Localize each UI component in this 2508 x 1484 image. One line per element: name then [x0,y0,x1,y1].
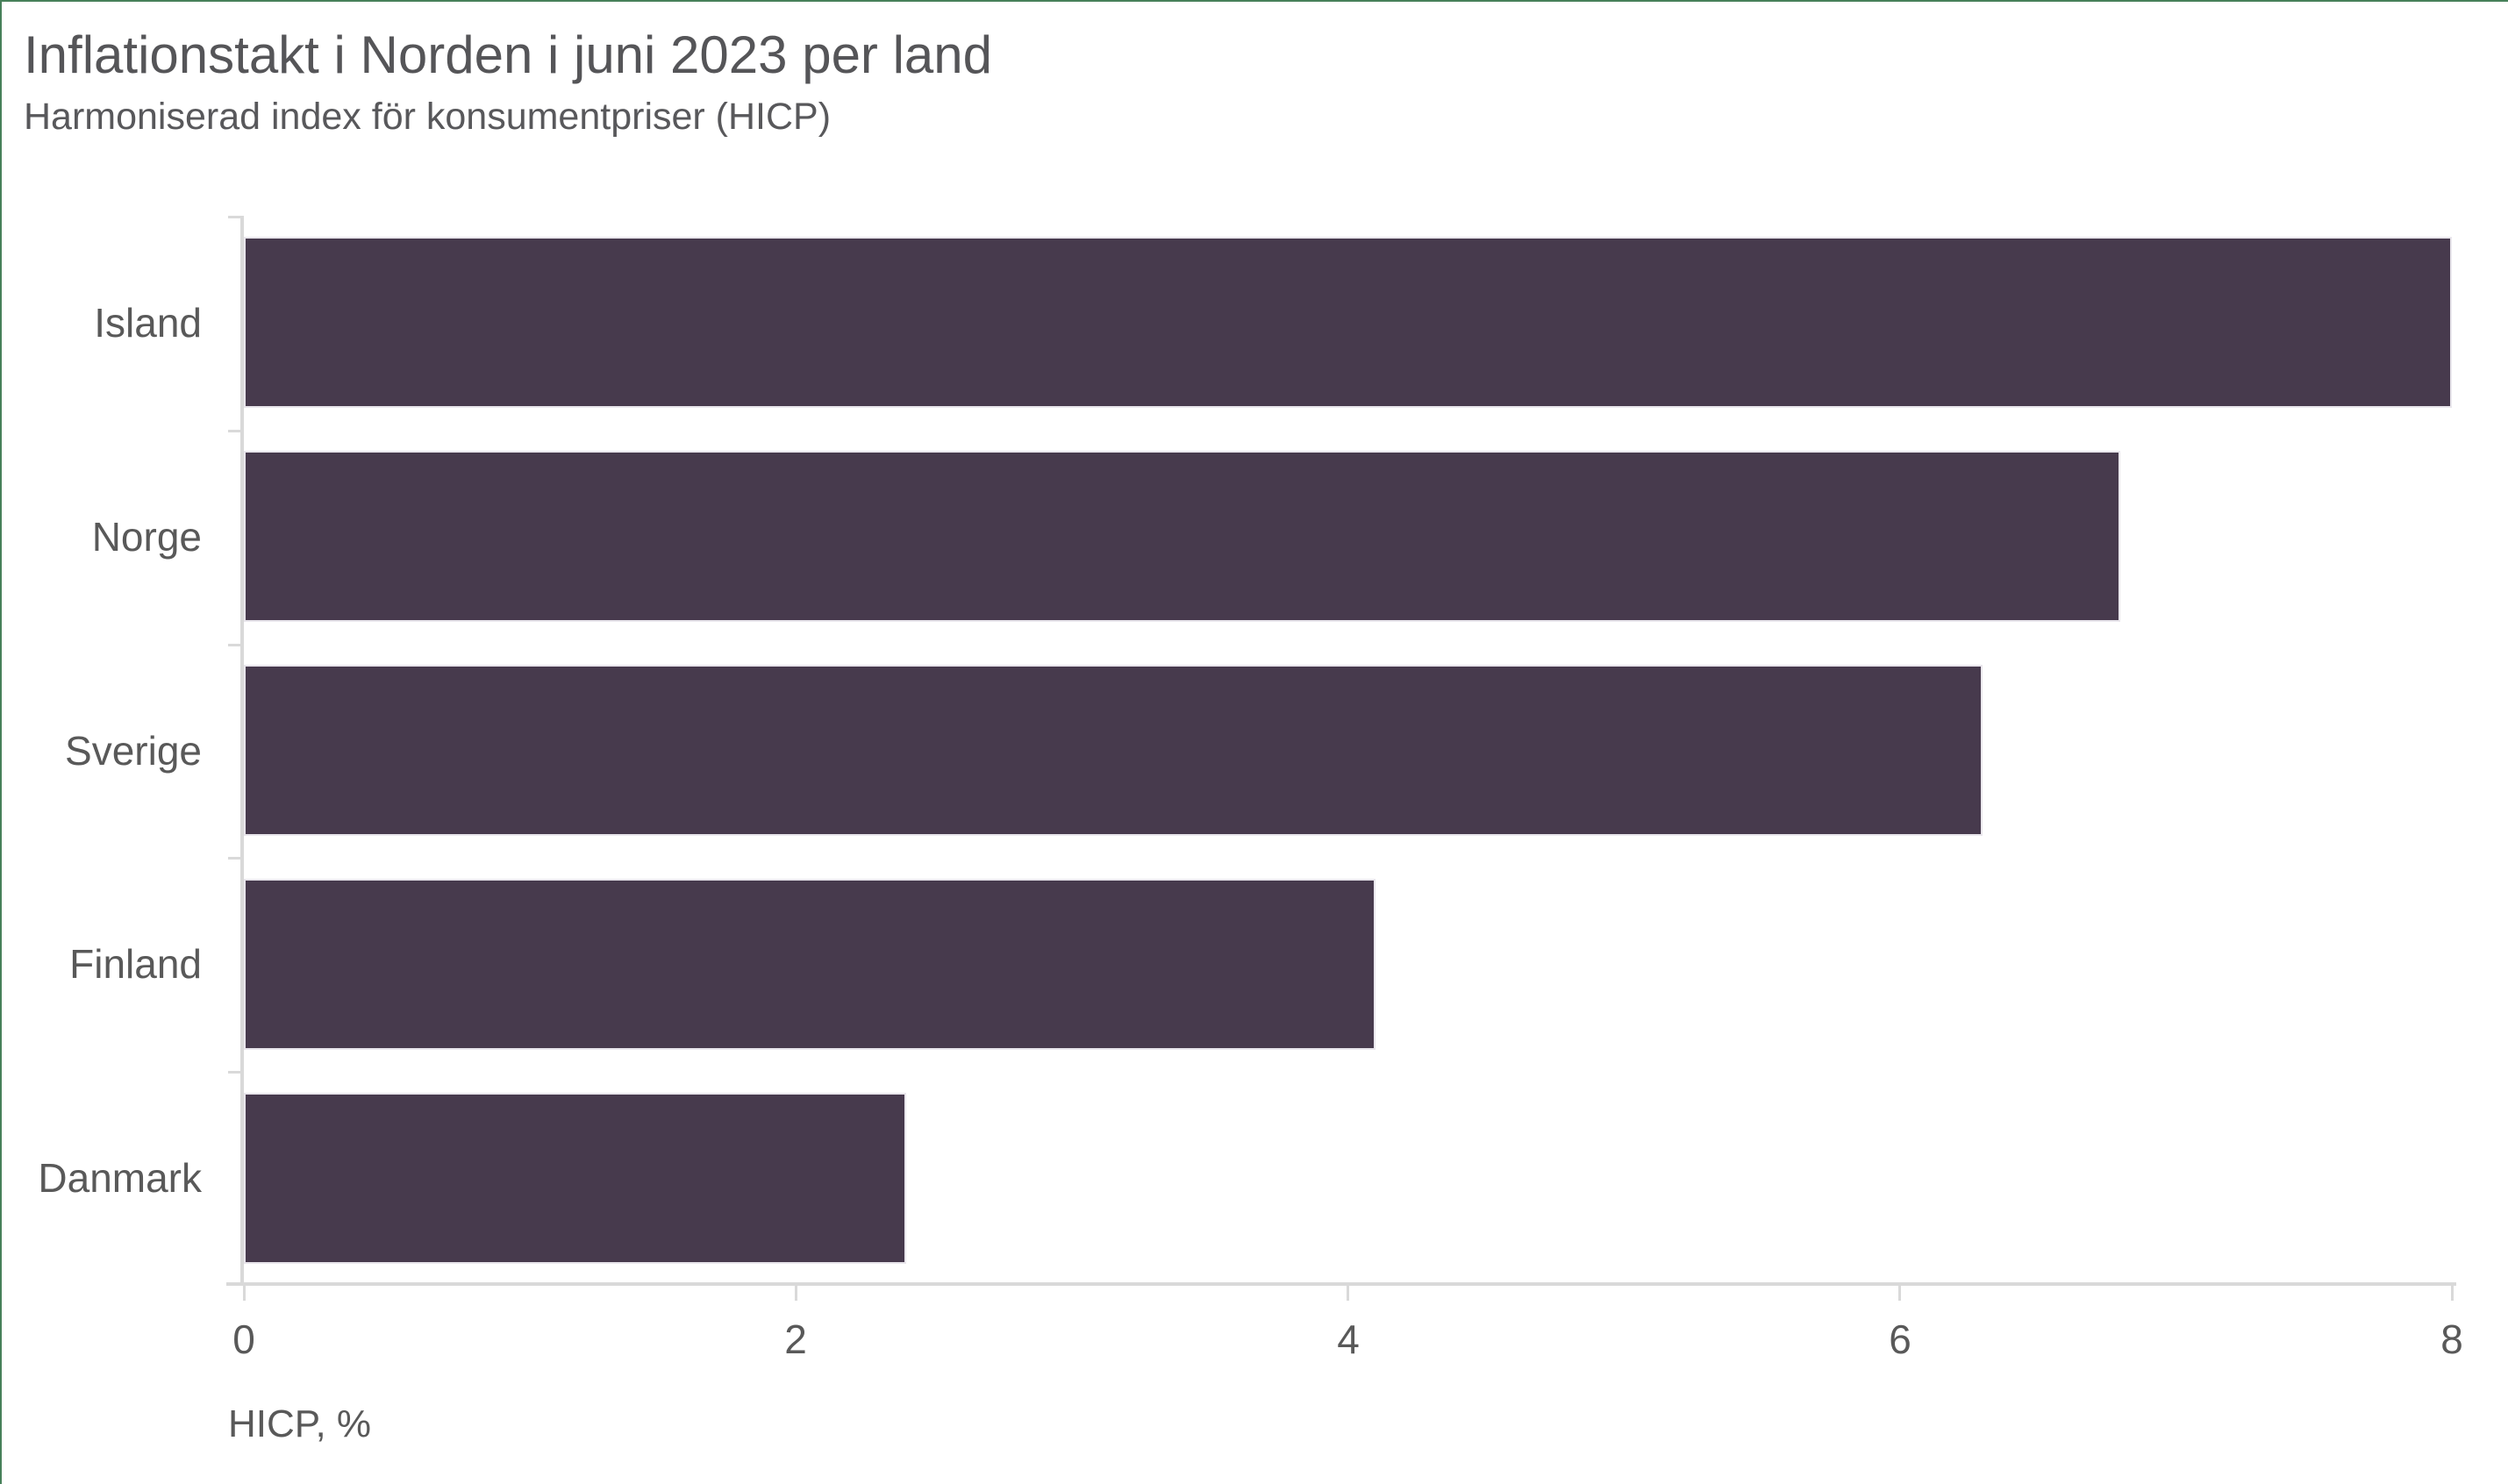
y-axis-tick [228,216,242,218]
x-axis-tick-label-8: 8 [2440,1316,2463,1362]
x-axis-tick [795,1286,797,1301]
x-axis-tick-label-4: 4 [1337,1316,1360,1362]
x-axis-tick-label-2: 2 [784,1316,807,1362]
bar-sverige [244,665,1983,836]
y-axis-tick [228,857,242,860]
category-label-sverige: Sverige [65,727,202,774]
bar-norge [244,451,2120,622]
category-label-norge: Norge [91,513,202,560]
y-axis-tick [228,430,242,432]
chart-title: Inflationstakt i Norden i juni 2023 per … [24,25,993,84]
y-axis-line [240,216,244,1285]
x-axis-tick-label-0: 0 [232,1316,255,1362]
x-axis-title: HICP, % [228,1402,372,1445]
y-axis-tick [228,1071,242,1074]
x-axis-tick-label-6: 6 [1889,1316,1911,1362]
bar-danmark [244,1093,906,1264]
y-axis-tick [228,644,242,646]
category-label-island: Island [94,299,202,346]
x-axis-tick [243,1286,246,1301]
bar-finland [244,879,1375,1050]
x-axis-tick [1898,1286,1901,1301]
category-label-danmark: Danmark [38,1155,202,1202]
bar-island [244,237,2452,408]
x-axis-tick [1347,1286,1349,1301]
x-axis-tick [2451,1286,2454,1301]
x-axis-line [226,1282,2456,1286]
chart-subtitle: Harmoniserad index för konsumentpriser (… [24,96,832,138]
category-label-finland: Finland [69,941,202,988]
